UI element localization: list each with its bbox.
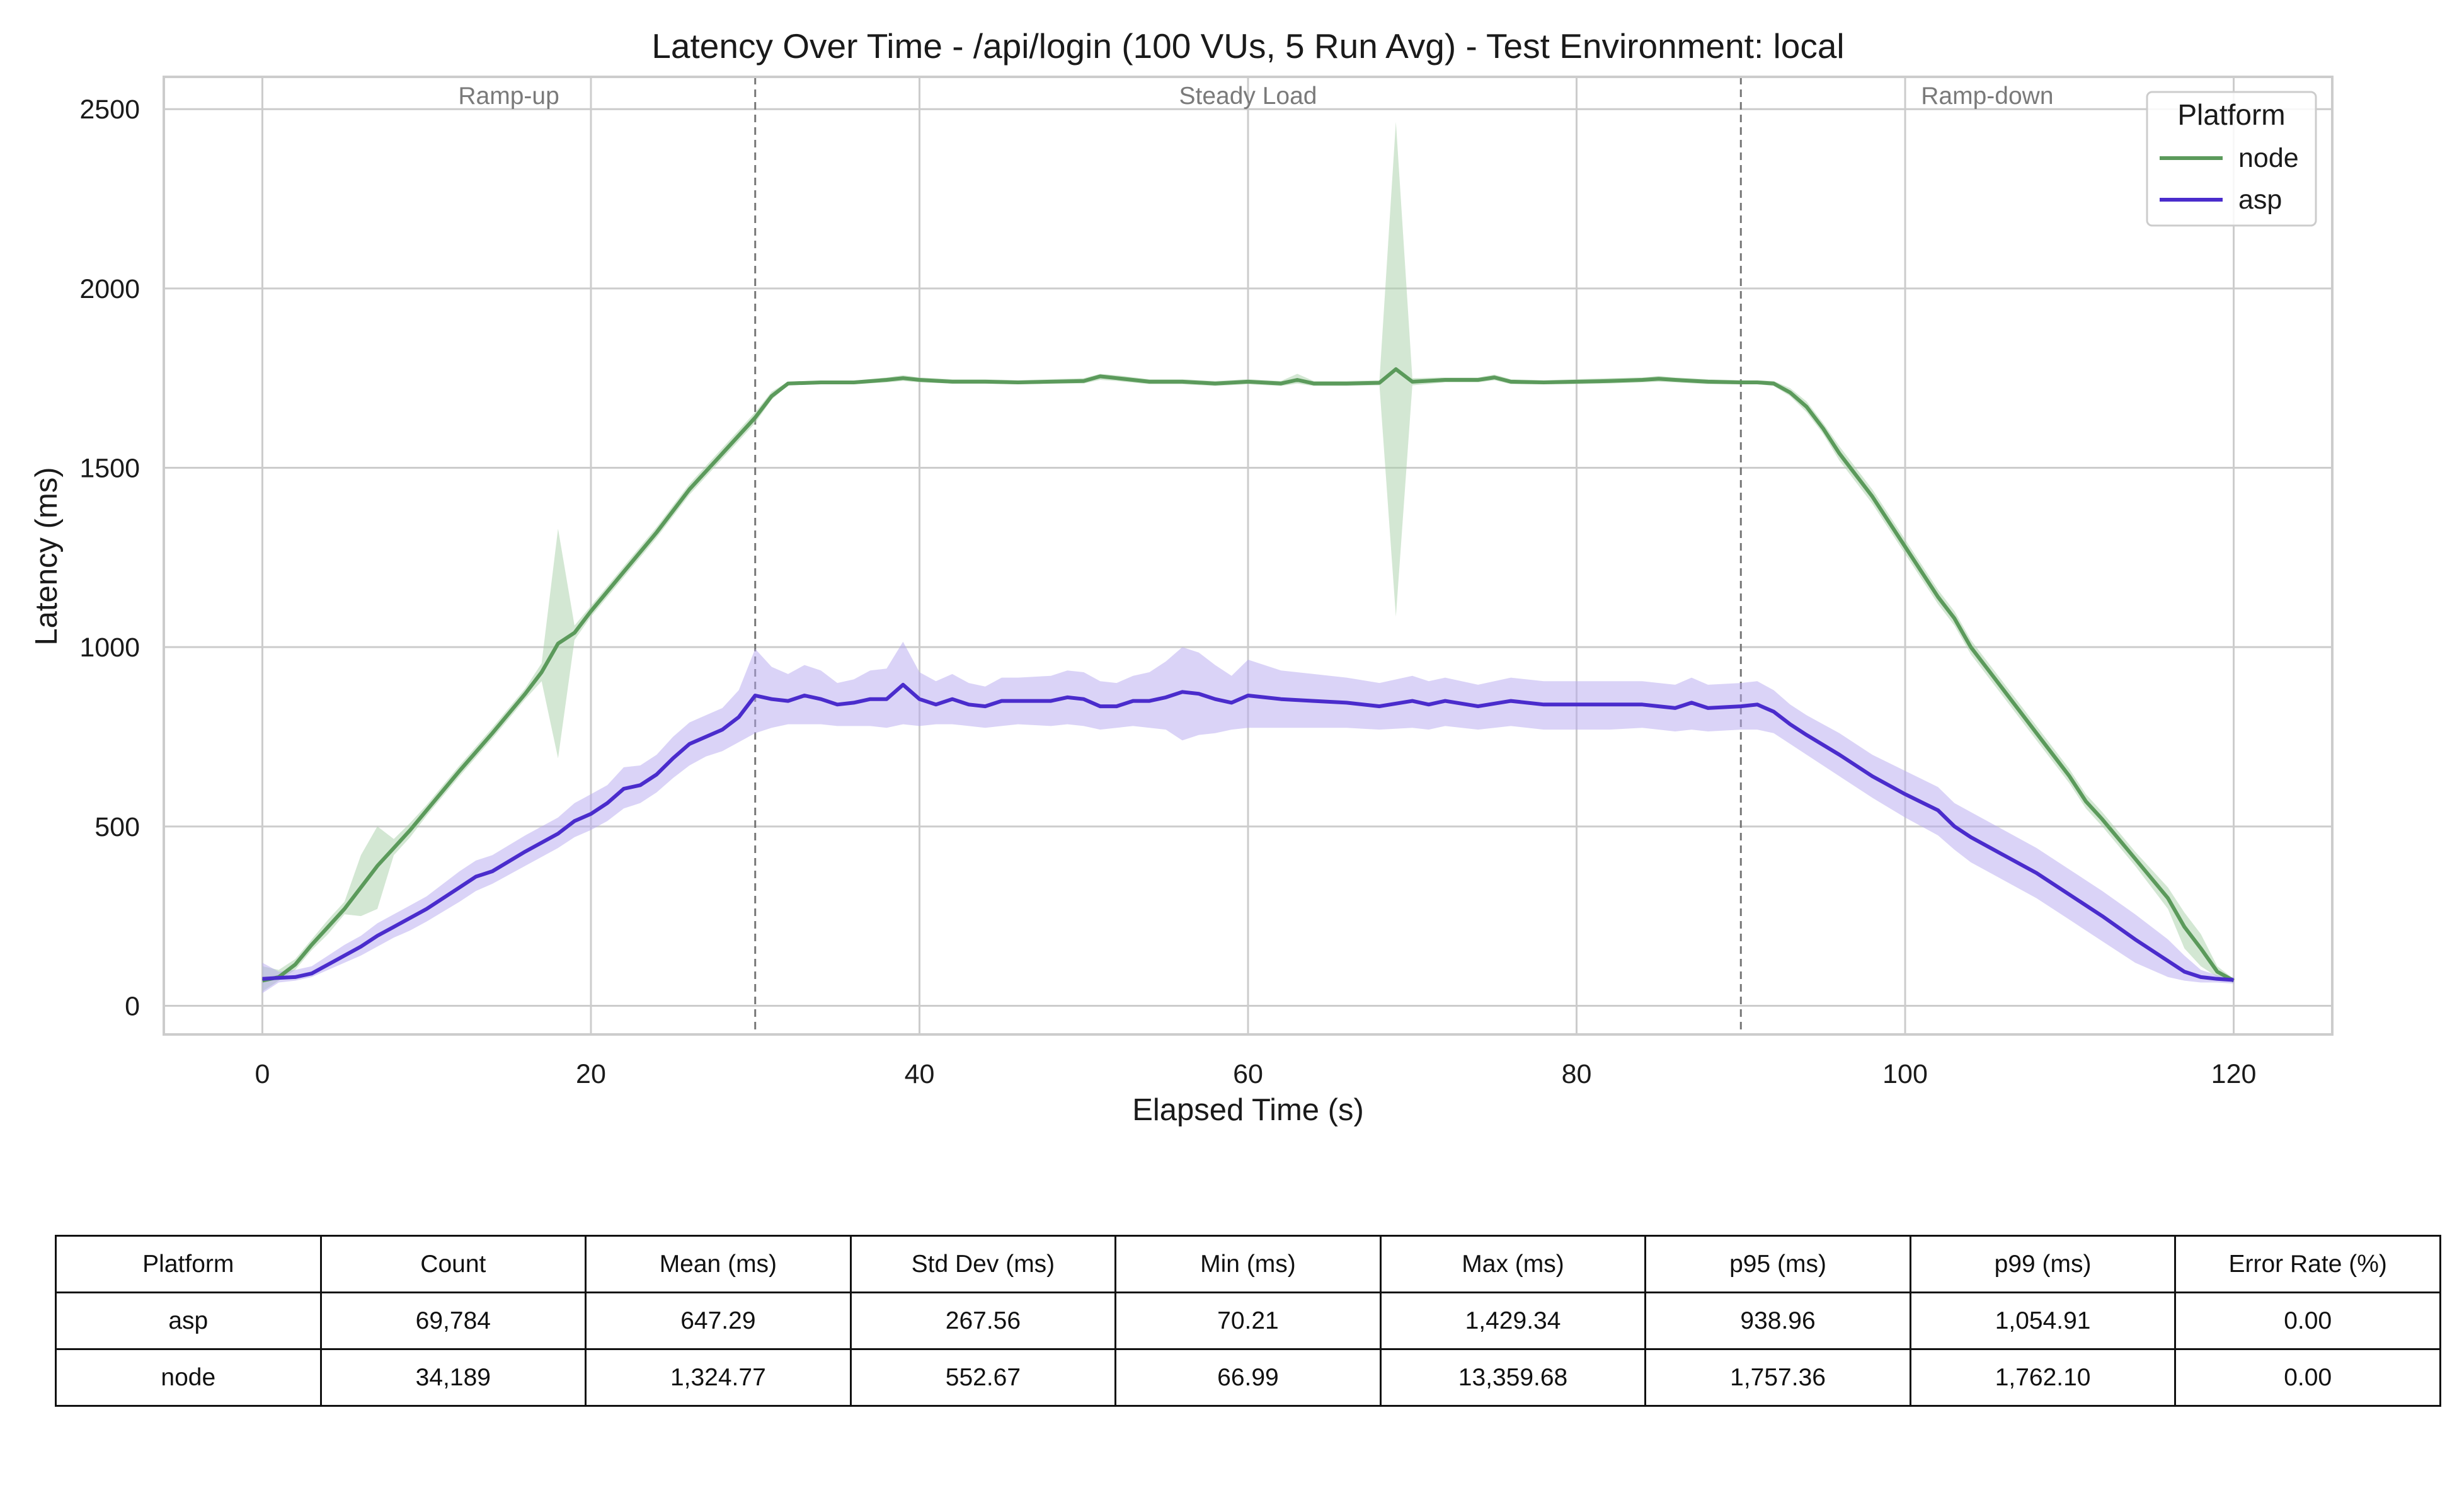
y-tick-label: 2500 bbox=[79, 94, 140, 125]
summary-statistics-table: Platform Count Mean (ms) Std Dev (ms) Mi… bbox=[55, 1235, 2441, 1407]
table-cell: 0.00 bbox=[2174, 1348, 2441, 1407]
x-tick-label: 120 bbox=[2211, 1059, 2257, 1089]
series-line-asp bbox=[262, 682, 2234, 982]
table-cell: 70.21 bbox=[1114, 1292, 1382, 1350]
latency-chart: 0 20 40 60 80 100 120 0 500 1000 1500 2000 2500 Ramp… bbox=[30, 26, 2334, 1127]
confidence-band-asp bbox=[262, 641, 2234, 994]
header-max: Max (ms) bbox=[1379, 1235, 1647, 1293]
plot-frame bbox=[163, 76, 2334, 1036]
header-p99: p99 (ms) bbox=[1909, 1235, 2177, 1293]
table-cell: 66.99 bbox=[1114, 1348, 1382, 1407]
y-tick-label: 1500 bbox=[79, 454, 140, 484]
y-tick-label: 1000 bbox=[79, 633, 140, 663]
table-cell: 1,757.36 bbox=[1644, 1348, 1911, 1407]
table-cell: 34,189 bbox=[319, 1348, 587, 1407]
phase-label: Steady Load bbox=[1179, 83, 1317, 110]
legend-label-node: node bbox=[2238, 143, 2299, 173]
phase-label: Ramp-up bbox=[458, 83, 559, 110]
y-tick-label: 0 bbox=[125, 991, 140, 1021]
confidence-bands bbox=[262, 122, 2234, 994]
series-lines bbox=[261, 367, 2235, 983]
header-std-dev: Std Dev (ms) bbox=[849, 1235, 1117, 1293]
header-platform: Platform bbox=[55, 1235, 322, 1293]
y-tick-label: 500 bbox=[94, 812, 140, 842]
phase-boundaries bbox=[754, 77, 1742, 1034]
header-count: Count bbox=[319, 1235, 587, 1293]
table-cell: 647.29 bbox=[585, 1292, 852, 1350]
table-cell: 1,762.10 bbox=[1909, 1348, 2177, 1407]
chart-title: Latency Over Time - /api/login (100 VUs,… bbox=[651, 26, 1844, 66]
table-cell: 552.67 bbox=[849, 1348, 1117, 1407]
table-cell: 267.56 bbox=[849, 1292, 1117, 1350]
table-row: node 34,189 1,324.77 552.67 66.99 13,359… bbox=[55, 1348, 2441, 1407]
x-tick-label: 0 bbox=[255, 1059, 270, 1089]
tick-labels: 0 20 40 60 80 100 120 0 500 1000 1500 2000 2500 bbox=[79, 94, 2256, 1089]
y-tick-label: 2000 bbox=[79, 274, 140, 304]
header-min: Min (ms) bbox=[1114, 1235, 1382, 1293]
table-cell: 0.00 bbox=[2174, 1292, 2441, 1350]
table-cell: 1,054.91 bbox=[1909, 1292, 2177, 1350]
x-tick-label: 60 bbox=[1233, 1059, 1263, 1089]
header-error-rate: Error Rate (%) bbox=[2174, 1235, 2441, 1293]
table-row: asp 69,784 647.29 267.56 70.21 1,429.34 … bbox=[55, 1292, 2441, 1350]
table-cell: asp bbox=[55, 1292, 322, 1350]
x-tick-label: 100 bbox=[1882, 1059, 1928, 1089]
y-axis-title: Latency (ms) bbox=[30, 467, 64, 645]
table-cell: 938.96 bbox=[1644, 1292, 1911, 1350]
header-mean: Mean (ms) bbox=[585, 1235, 852, 1293]
x-tick-label: 80 bbox=[1562, 1059, 1592, 1089]
grid-lines bbox=[164, 77, 2332, 1034]
table-header-row: Platform Count Mean (ms) Std Dev (ms) Mi… bbox=[55, 1235, 2441, 1293]
phase-label: Ramp-down bbox=[1921, 83, 2053, 110]
table-cell: 1,324.77 bbox=[585, 1348, 852, 1407]
table-cell: 69,784 bbox=[319, 1292, 587, 1350]
series-line-node bbox=[261, 367, 2235, 983]
table-cell: 13,359.68 bbox=[1379, 1348, 1647, 1407]
legend-title: Platform bbox=[2177, 98, 2285, 131]
header-p95: p95 (ms) bbox=[1644, 1235, 1911, 1293]
table-cell: node bbox=[55, 1348, 322, 1407]
x-tick-label: 20 bbox=[576, 1059, 606, 1089]
legend-label-asp: asp bbox=[2238, 185, 2282, 215]
table-cell: 1,429.34 bbox=[1379, 1292, 1647, 1350]
phase-labels: Ramp-up Steady Load Ramp-down bbox=[458, 83, 2053, 110]
legend-box bbox=[2146, 91, 2317, 227]
legend: Platform node asp bbox=[2146, 91, 2317, 227]
x-axis-title: Elapsed Time (s) bbox=[1132, 1093, 1364, 1127]
x-tick-label: 40 bbox=[905, 1059, 935, 1089]
